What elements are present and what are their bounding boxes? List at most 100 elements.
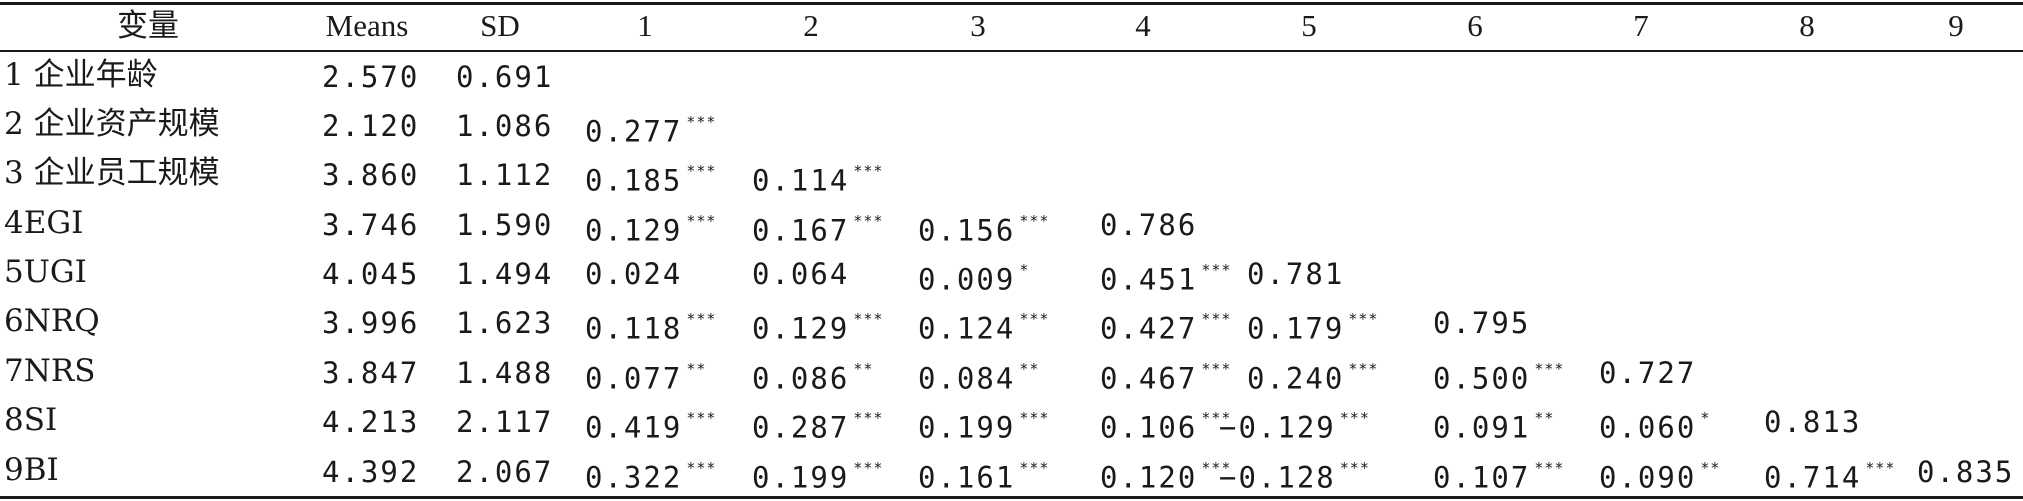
correlation-cell: 0.091 ** [1433,402,1554,448]
header-cell: 6 [1467,8,1483,43]
correlation-value: 0.199 [918,410,1016,445]
sd-value: 1.623 [456,306,554,340]
correlation-cell: 0.090 ** [1599,452,1720,498]
correlation-cell: 0.009 * [918,254,1029,300]
correlation-cell: 0.240 *** [1247,353,1378,399]
correlation-cell: 0.106 *** [1100,402,1231,448]
header-cell: 4 [1135,8,1151,43]
correlation-value: 0.786 [1100,208,1198,242]
correlation-cell: 0.277 *** [585,106,716,152]
correlation-cell: 0.419 *** [585,402,716,448]
header-cell: 2 [803,8,819,43]
correlation-value: 0.467 [1100,361,1198,396]
correlation-value: 0.795 [1433,306,1531,340]
row-label: 8SI [4,402,58,438]
significance-marker: *** [686,310,717,328]
significance-marker: *** [686,113,717,131]
significance-marker: ** [1019,360,1040,378]
header-cell: Means [325,8,409,43]
row-label: 6NRQ [4,303,100,339]
sd-value: 2.067 [456,455,554,489]
correlation-value: 0.161 [918,460,1016,495]
row-label: 7NRS [4,353,96,389]
correlation-cell: 0.199 *** [752,452,883,498]
correlation-value: 0.179 [1247,311,1345,346]
correlation-value: 0.322 [585,460,683,495]
top-rule [0,2,2023,5]
correlation-value: −0.129 [1219,410,1336,445]
mean-value: 4.392 [322,455,420,489]
correlation-value: 0.287 [752,410,850,445]
significance-marker: *** [1534,459,1565,477]
correlation-value: 0.185 [585,163,683,198]
header-cell: 7 [1633,8,1649,43]
header-cell: 9 [1948,8,1964,43]
correlation-cell: 0.322 *** [585,452,716,498]
correlation-cell: 0.024 [585,254,682,294]
mean-value: 3.746 [322,208,420,242]
correlation-cell: 0.156 *** [918,205,1049,251]
correlation-value: 0.114 [752,163,850,198]
significance-marker: *** [1019,212,1050,230]
correlation-cell: 0.467 *** [1100,353,1231,399]
significance-marker: ** [853,360,874,378]
correlation-value: −0.128 [1219,460,1336,495]
correlation-value: 0.090 [1599,460,1697,495]
mean-value: 3.847 [322,356,420,390]
correlation-cell: 0.179 *** [1247,303,1378,349]
correlation-cell: 0.427 *** [1100,303,1231,349]
significance-marker: *** [686,212,717,230]
correlation-value: 0.024 [585,257,683,291]
correlation-value: 0.277 [585,114,683,149]
sd-value: 1.494 [456,257,554,291]
significance-marker: *** [1534,360,1565,378]
significance-marker: *** [1339,409,1370,427]
correlation-value: 0.060 [1599,410,1697,445]
significance-marker: *** [1201,459,1232,477]
correlation-value: 0.199 [752,460,850,495]
sd-value: 0.691 [456,60,554,94]
correlation-cell: 0.060 * [1599,402,1710,448]
row-label: 1 企业年龄 [4,57,158,93]
significance-marker: *** [686,162,717,180]
correlation-value: 0.240 [1247,361,1345,396]
significance-marker: *** [1019,459,1050,477]
correlation-cell: 0.118 *** [585,303,716,349]
correlation-value: 0.118 [585,311,683,346]
correlation-value: 0.086 [752,361,850,396]
significance-marker: *** [1019,310,1050,328]
correlation-cell: 0.129 *** [585,205,716,251]
correlation-cell: 0.786 [1100,205,1197,245]
significance-marker: * [1019,261,1030,279]
correlation-cell: 0.107 *** [1433,452,1564,498]
correlation-cell: 0.124 *** [918,303,1049,349]
bottom-rule [0,496,2023,499]
correlation-cell: 0.120 *** [1100,452,1231,498]
mean-value: 4.213 [322,405,420,439]
significance-marker: ** [1700,459,1721,477]
significance-marker: *** [853,459,884,477]
correlation-cell: 0.064 [752,254,849,294]
header-cell: 变量 [117,8,179,44]
correlation-cell: 0.813 [1764,402,1861,442]
significance-marker: *** [853,162,884,180]
correlation-cell: 0.084 ** [918,353,1039,399]
row-label: 2 企业资产规模 [4,106,220,142]
mean-value: 2.120 [322,109,420,143]
mean-value: 3.996 [322,306,420,340]
correlation-value: 0.009 [918,262,1016,297]
correlation-value: 0.427 [1100,311,1198,346]
correlation-value: 0.714 [1764,460,1862,495]
correlation-value: 0.106 [1100,410,1198,445]
correlation-value: 0.064 [752,257,850,291]
correlation-cell: 0.077 ** [585,353,706,399]
header-cell: SD [480,8,520,43]
header-cell: 1 [637,8,653,43]
significance-marker: * [1700,409,1711,427]
sd-value: 1.086 [456,109,554,143]
significance-marker: *** [686,409,717,427]
sd-value: 1.112 [456,158,554,192]
significance-marker: *** [1201,261,1232,279]
correlation-cell: 0.086 ** [752,353,873,399]
